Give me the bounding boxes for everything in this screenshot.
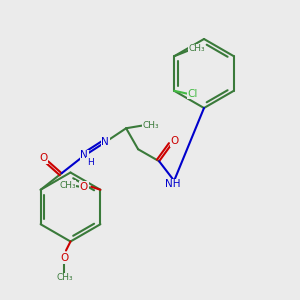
Text: O: O xyxy=(80,182,88,192)
Text: N: N xyxy=(101,137,109,147)
Text: O: O xyxy=(171,136,179,146)
Text: CH₃: CH₃ xyxy=(142,121,159,130)
Text: N: N xyxy=(80,150,88,160)
Text: NH: NH xyxy=(165,179,180,189)
Text: CH₃: CH₃ xyxy=(188,44,205,53)
Text: O: O xyxy=(60,253,69,263)
Text: Cl: Cl xyxy=(188,89,198,99)
Text: O: O xyxy=(40,153,48,163)
Text: CH₃: CH₃ xyxy=(56,273,73,282)
Text: H: H xyxy=(87,158,94,167)
Text: CH₃: CH₃ xyxy=(59,181,76,190)
